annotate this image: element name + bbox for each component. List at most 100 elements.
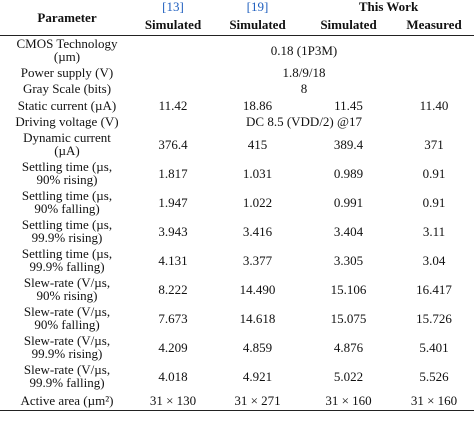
row-value: 18.86 — [242, 97, 273, 113]
row-value: 3.416 — [242, 223, 273, 239]
row-value: 4.876 — [333, 339, 364, 355]
row-shared-value: DC 8.5 (VDD/2) @17 — [246, 114, 362, 129]
row-value: 1.817 — [158, 165, 188, 181]
row-value: 5.401 — [419, 339, 449, 355]
row-value: 14.490 — [239, 281, 276, 297]
row-value: 389.4 — [333, 136, 364, 152]
row-value: 371 — [424, 136, 444, 152]
row-value: 15.075 — [330, 310, 367, 326]
parameter-line: Slew-rate (V/µs, — [23, 333, 111, 348]
row-value: 31 × 160 — [303, 390, 394, 411]
parameter-line: Dynamic current — [23, 130, 111, 145]
row-value: 4.209 — [158, 339, 188, 355]
parameter-line: (µA) — [54, 143, 80, 158]
row-parameter: Settling time (µs, 99.9% rising) — [0, 217, 134, 246]
row-value: 376.4 — [158, 136, 188, 152]
parameter-line: CMOS Technology — [16, 36, 118, 52]
row-parameter: Gray Scale (bits) — [0, 81, 134, 97]
parameter-line: (µm) — [53, 49, 81, 65]
row-value: 31 × 271 — [212, 390, 303, 411]
row-value: 3.943 — [158, 223, 188, 239]
row-value: 1.031 — [242, 165, 273, 181]
row-value: 3.377 — [242, 252, 273, 268]
table-row: Settling time (µs, 99.9% falling) 4.131 3.3… — [0, 246, 474, 275]
row-value: 31 × 160 — [394, 390, 474, 411]
table-row: CMOS Technology (µm) 0.18 (1P3M) — [0, 36, 474, 65]
col-measured-this-work: Measured — [394, 13, 474, 36]
row-shared-value: 8 — [300, 81, 308, 96]
parameter-line: Slew-rate (V/µs, — [23, 275, 111, 290]
row-value: 11.45 — [334, 97, 363, 113]
parameter-line: 99.9% falling) — [29, 259, 105, 274]
comparison-table: Parameter [13] [19] This Work Simulated … — [0, 0, 474, 411]
row-parameter: Power supply (V) — [0, 65, 134, 81]
row-parameter: Slew-rate (V/µs, 90% rising) — [0, 275, 134, 304]
row-value: 3.404 — [333, 223, 364, 239]
table-row: Gray Scale (bits) 8 — [0, 81, 474, 97]
row-value: 31 × 130 — [134, 390, 212, 411]
parameter-line: Active area (µm²) — [20, 392, 114, 408]
row-parameter: Active area (µm²) — [0, 390, 134, 411]
parameter-line: 90% rising) — [36, 172, 98, 187]
parameter-line: Settling time (µs, — [21, 246, 113, 261]
row-parameter: CMOS Technology (µm) — [0, 36, 134, 65]
table-body: CMOS Technology (µm) 0.18 (1P3M) Power supp… — [0, 36, 474, 411]
row-value: 5.022 — [333, 368, 364, 384]
reference-19-link[interactable]: [19] — [246, 0, 269, 14]
row-value: 8.222 — [158, 281, 188, 297]
row-value: 0.991 — [333, 194, 364, 210]
row-value: 1.022 — [242, 194, 273, 210]
reference-13-link[interactable]: [13] — [162, 0, 184, 14]
table-row: Dynamic current (µA) 376.4 415 389.4 371 — [0, 130, 474, 159]
row-shared-value: 0.18 (1P3M) — [270, 42, 338, 58]
table-row: Static current (µA) 11.42 18.86 11.45 11.40 — [0, 97, 474, 114]
row-value: 4.131 — [158, 252, 188, 268]
row-value: 415 — [247, 136, 268, 152]
parameter-line: Settling time (µs, — [21, 217, 113, 232]
row-parameter: Settling time (µs, 90% falling) — [0, 188, 134, 217]
parameter-line: 99.9% falling) — [29, 375, 105, 390]
table-row: Settling time (µs, 99.9% rising) 3.943 3.41… — [0, 217, 474, 246]
row-value: 7.673 — [158, 310, 188, 326]
row-value: 15.726 — [416, 310, 452, 326]
table-row: Settling time (µs, 90% falling) 1.947 1.022… — [0, 188, 474, 217]
row-parameter: Driving voltage (V) — [0, 114, 134, 130]
row-value: 0.91 — [422, 194, 446, 210]
reference-header-row: Parameter [13] [19] This Work — [0, 0, 474, 36]
this-work-header: This Work — [358, 0, 419, 14]
parameter-line: 90% rising) — [36, 288, 98, 303]
row-value: 4.921 — [242, 368, 273, 384]
row-value: 11.42 — [158, 97, 188, 113]
row-value: 5.526 — [419, 368, 449, 384]
col-simulated-19: Simulated — [212, 13, 303, 36]
row-parameter: Slew-rate (V/µs, 90% falling) — [0, 304, 134, 333]
row-value: 3.305 — [333, 252, 364, 268]
table-row: Slew-rate (V/µs, 99.9% rising) 4.209 4.859 4… — [0, 333, 474, 362]
col-simulated-13: Simulated — [134, 13, 212, 36]
row-value: 4.859 — [242, 339, 273, 355]
table-row: Driving voltage (V) DC 8.5 (VDD/2) @17 — [0, 114, 474, 130]
row-parameter: Dynamic current (µA) — [0, 130, 134, 159]
parameter-line: 99.9% rising) — [31, 230, 103, 245]
column-header-row: Simulated Simulated Simulated Measured — [0, 13, 474, 36]
table-row: Power supply (V) 1.8/9/18 — [0, 65, 474, 81]
parameter-line: Power supply (V) — [20, 65, 114, 80]
parameter-line: Driving voltage (V) — [15, 114, 119, 129]
parameter-line: Slew-rate (V/µs, — [23, 362, 111, 377]
parameter-line: 99.9% rising) — [31, 346, 103, 361]
parameter-line: Settling time (µs, — [21, 159, 113, 174]
parameter-line: 90% falling) — [34, 201, 100, 216]
parameter-line: Static current (µA) — [17, 97, 117, 113]
row-value: 3.11 — [422, 223, 446, 239]
parameter-line: 90% falling) — [34, 317, 100, 332]
table-row: Slew-rate (V/µs, 90% rising) 8.222 14.490 15… — [0, 275, 474, 304]
row-value: 15.106 — [330, 281, 367, 297]
row-value: 1.947 — [158, 194, 188, 210]
row-parameter: Settling time (µs, 90% rising) — [0, 159, 134, 188]
row-parameter: Slew-rate (V/µs, 99.9% falling) — [0, 362, 134, 391]
table-row: Slew-rate (V/µs, 90% falling) 7.673 14.618 1… — [0, 304, 474, 333]
col-simulated-this-work: Simulated — [303, 13, 394, 36]
row-value: 14.618 — [239, 310, 276, 326]
row-value: 11.40 — [419, 97, 449, 113]
table-row: Active area (µm²) 31 × 130 31 × 271 31 × 16… — [0, 390, 474, 411]
